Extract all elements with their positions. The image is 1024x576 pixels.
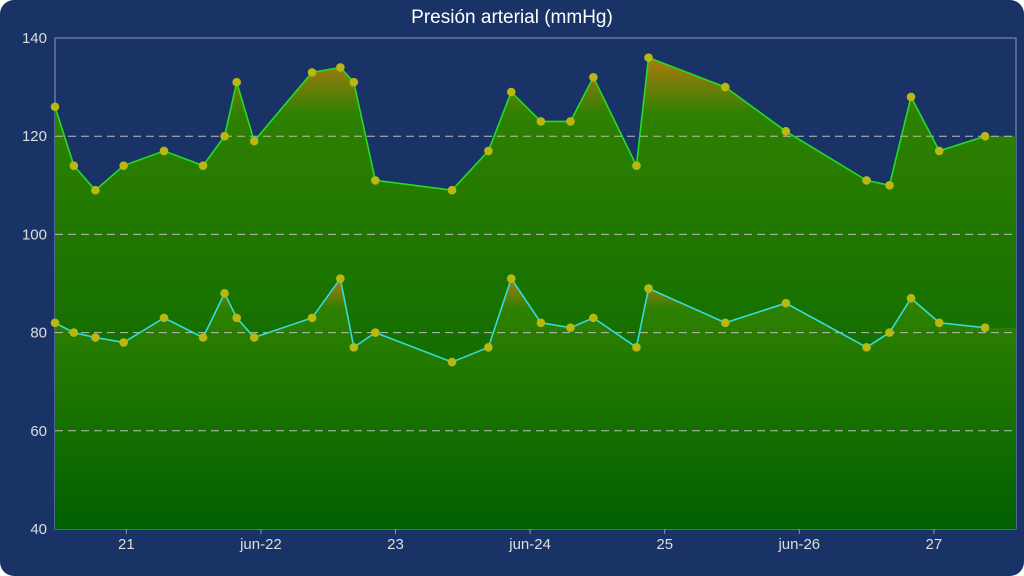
data-point — [119, 161, 128, 170]
data-point — [198, 333, 208, 342]
data-point — [781, 298, 791, 308]
x-tick-label: 21 — [118, 536, 135, 553]
data-point — [50, 318, 60, 328]
data-point — [198, 161, 208, 170]
x-tick-label: jun-22 — [239, 536, 282, 553]
data-point — [371, 328, 380, 337]
data-point — [885, 181, 894, 190]
data-point — [980, 323, 990, 332]
data-point — [934, 318, 944, 328]
series-line-1 — [55, 276, 986, 363]
data-point — [566, 323, 575, 332]
data-point — [447, 357, 457, 367]
data-point — [885, 328, 894, 337]
x-tick-label: 23 — [387, 536, 404, 553]
data-point — [720, 82, 730, 92]
y-tick-label: 80 — [30, 325, 47, 342]
data-point — [307, 313, 317, 323]
y-tick-label: 120 — [22, 128, 47, 145]
data-point — [536, 117, 546, 126]
data-point — [644, 53, 653, 62]
data-point — [249, 333, 259, 342]
data-point — [506, 274, 516, 283]
data-point — [484, 343, 493, 352]
data-point — [720, 318, 730, 328]
data-point — [159, 313, 169, 323]
data-point — [644, 284, 653, 293]
data-point — [69, 161, 79, 170]
data-point — [447, 185, 457, 195]
data-point — [220, 289, 229, 298]
data-point — [349, 343, 359, 352]
data-point — [934, 146, 944, 156]
data-point — [232, 313, 242, 323]
y-tick-label: 100 — [22, 226, 47, 243]
data-point — [232, 77, 242, 87]
y-tick-label: 40 — [30, 521, 47, 538]
x-tick-label: 27 — [926, 536, 943, 553]
data-point — [506, 87, 516, 97]
data-point — [589, 72, 598, 82]
data-point — [249, 136, 259, 146]
data-point — [336, 274, 345, 283]
y-tick-label: 60 — [30, 423, 47, 440]
data-point — [484, 146, 493, 156]
data-point — [307, 68, 317, 77]
data-point — [862, 343, 871, 352]
data-point — [632, 343, 641, 352]
data-point — [91, 185, 100, 195]
data-point — [91, 333, 100, 342]
data-point — [906, 293, 916, 303]
data-point — [632, 161, 641, 170]
x-tick-label: jun-24 — [508, 536, 551, 553]
data-point — [980, 131, 990, 141]
data-point — [589, 313, 598, 323]
data-point — [119, 338, 128, 347]
data-point — [159, 146, 169, 156]
chart-title: Presión arterial (mmHg) — [411, 7, 613, 28]
data-point — [781, 126, 791, 136]
data-point — [349, 77, 359, 87]
data-point — [336, 63, 345, 72]
data-point — [371, 176, 380, 185]
series-area-1 — [55, 278, 1016, 529]
series-line-0 — [55, 56, 986, 192]
data-point — [566, 117, 575, 126]
data-point — [220, 131, 229, 141]
data-point — [906, 92, 916, 102]
x-tick-label: jun-26 — [777, 536, 820, 553]
data-point — [536, 318, 546, 328]
data-point — [862, 176, 871, 185]
x-tick-label: 25 — [656, 536, 673, 553]
data-point — [69, 328, 79, 337]
data-point — [50, 102, 60, 112]
y-tick-label: 140 — [22, 30, 47, 47]
